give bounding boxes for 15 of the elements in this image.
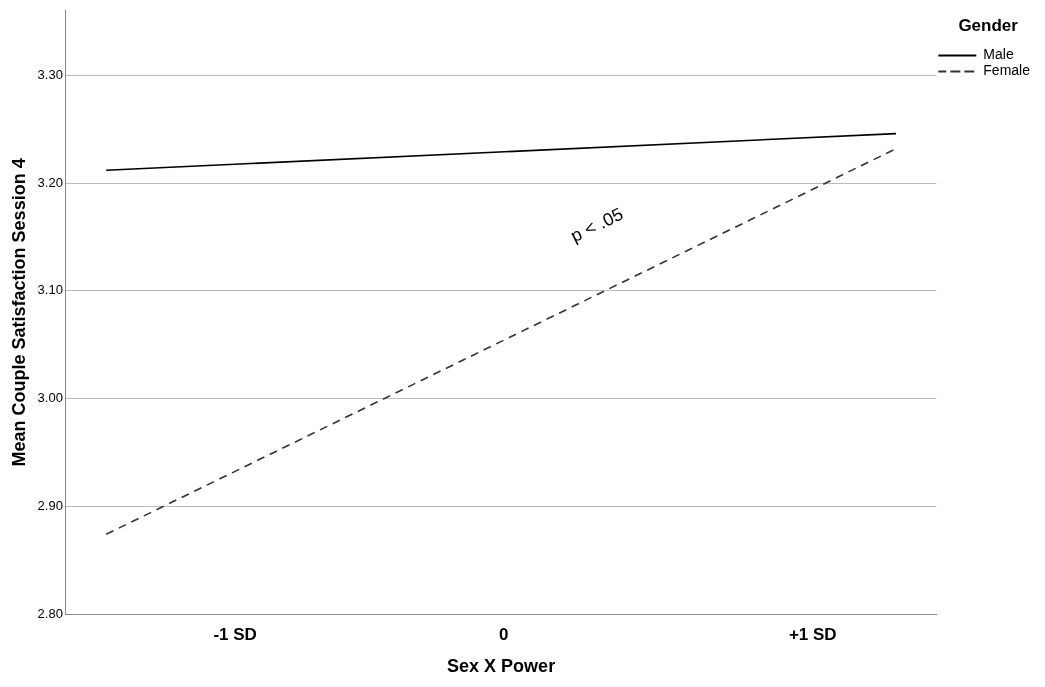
- y-tick-label: 3.30: [37, 67, 63, 83]
- y-tick-label: 3.10: [37, 282, 63, 298]
- x-tick-label: +1 SD: [788, 624, 837, 644]
- annotation: p < .05: [567, 203, 627, 247]
- x-tick-label: 0: [499, 624, 509, 644]
- y-tick-label: 2.90: [37, 497, 63, 513]
- y-tick-label: 3.00: [37, 390, 63, 406]
- y-axis-title: Mean Couple Satisfaction Session 4: [8, 158, 29, 467]
- legend-label: Female: [983, 62, 1031, 79]
- x-axis-title: Sex X Power: [447, 656, 556, 677]
- x-tick-label: -1 SD: [213, 624, 257, 644]
- y-tick-label: 2.80: [37, 605, 63, 621]
- legend-title: Gender: [958, 16, 1019, 36]
- legend-label: Male: [983, 46, 1014, 63]
- y-tick-label: 3.20: [37, 174, 63, 190]
